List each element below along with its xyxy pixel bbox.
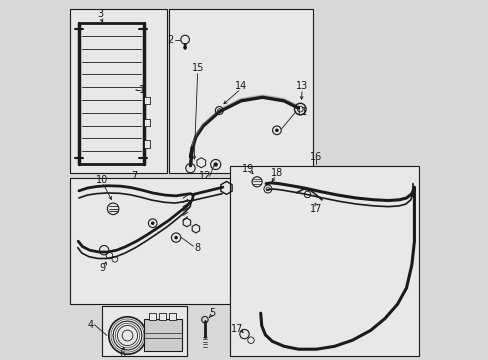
Text: 17: 17 [310,204,322,214]
Bar [149,313,156,320]
Text: 18: 18 [270,168,283,178]
Text: 1: 1 [139,85,144,95]
Text: 13: 13 [295,81,307,91]
Circle shape [213,162,218,167]
Bar [230,166,418,356]
Text: 6: 6 [119,348,125,359]
Text: 11: 11 [295,107,307,117]
Text: 16: 16 [310,152,322,162]
Circle shape [151,221,154,225]
Text: 15: 15 [191,63,203,73]
Bar [159,313,166,320]
Text: 8: 8 [194,243,201,253]
Text: 7: 7 [131,171,138,181]
Bar [143,319,181,351]
Bar [168,9,312,173]
Text: 4: 4 [87,320,94,330]
Bar [143,97,150,104]
Bar [143,119,150,126]
Text: 19: 19 [242,164,254,174]
Bar [102,306,186,356]
Bar [70,9,167,173]
Text: 9: 9 [99,263,105,273]
Bar [143,140,150,148]
Circle shape [275,129,278,132]
Circle shape [174,236,178,239]
Bar [70,178,230,304]
Bar [168,313,176,320]
Text: 10: 10 [96,175,108,185]
FancyArrow shape [183,44,186,49]
Text: 2: 2 [167,35,173,45]
Text: 17: 17 [231,324,243,334]
Text: 14: 14 [234,81,246,91]
Text: 5: 5 [208,308,215,318]
Text: 3: 3 [97,9,103,19]
Text: 12: 12 [198,171,211,181]
